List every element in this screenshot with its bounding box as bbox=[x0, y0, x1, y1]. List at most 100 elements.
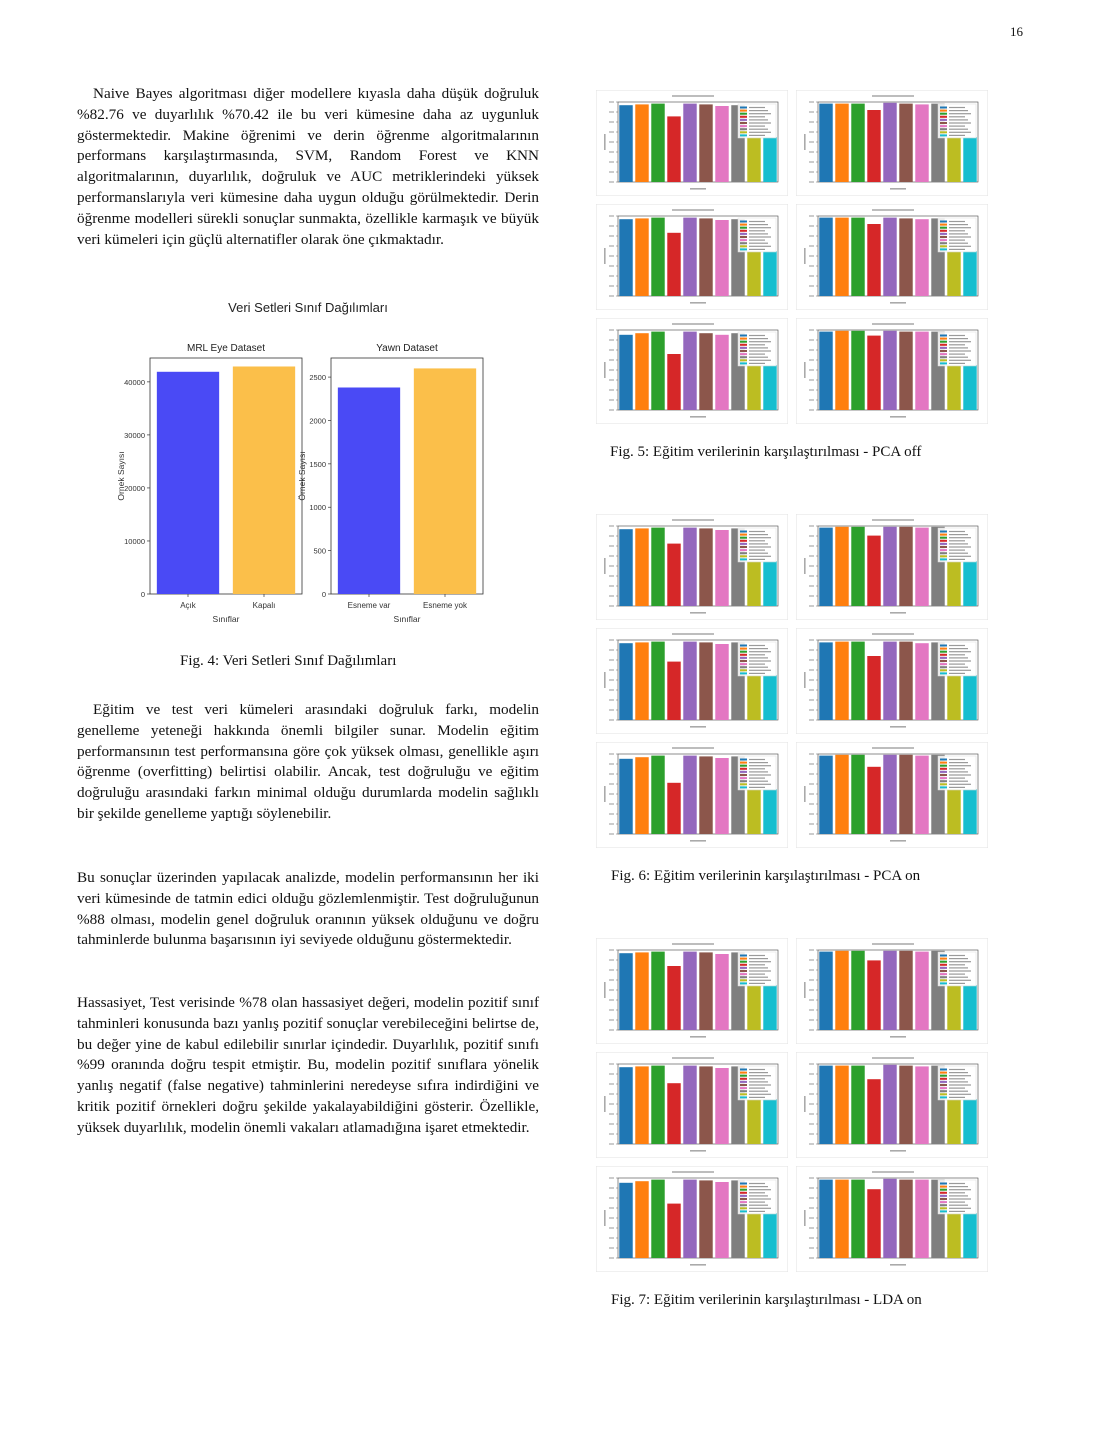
panel-ytick-label-mark bbox=[609, 575, 614, 577]
bar-7 bbox=[915, 331, 929, 410]
legend-label-mark bbox=[749, 1182, 765, 1185]
fig7-panel-1 bbox=[596, 938, 788, 1044]
legend-label-mark bbox=[749, 134, 765, 136]
bar-10 bbox=[763, 251, 777, 296]
bar-7 bbox=[715, 334, 729, 410]
fig5-panel-1 bbox=[596, 90, 788, 196]
panel-ytick-label-mark bbox=[609, 399, 614, 401]
legend-label-mark bbox=[949, 236, 971, 238]
panel-ylabel-mark bbox=[604, 558, 606, 574]
legend-label-mark bbox=[749, 1192, 765, 1194]
legend-swatch bbox=[940, 229, 947, 232]
legend-swatch bbox=[940, 669, 947, 672]
legend-swatch bbox=[740, 248, 747, 251]
panel-xlabel-mark bbox=[890, 840, 906, 842]
panel-ytick-label-mark bbox=[809, 689, 814, 691]
panel-ytick-label-mark bbox=[609, 669, 614, 671]
fig5-panel-6 bbox=[796, 318, 988, 424]
legend-swatch bbox=[940, 343, 947, 346]
legend-swatch bbox=[940, 536, 947, 539]
panel-ytick-label-mark bbox=[609, 1227, 614, 1229]
bar-4 bbox=[867, 1189, 881, 1258]
bar-10 bbox=[763, 789, 777, 834]
legend-label-mark bbox=[949, 774, 971, 776]
legend-label-mark bbox=[749, 657, 768, 659]
page-number: 16 bbox=[1010, 24, 1023, 39]
legend-label-mark bbox=[749, 356, 768, 358]
fig4-ylabel: Örnek Sayısı bbox=[118, 451, 126, 500]
legend-swatch bbox=[940, 970, 947, 972]
legend-swatch bbox=[940, 350, 947, 352]
bar-4 bbox=[667, 966, 681, 1030]
bar-4 bbox=[667, 232, 681, 296]
panel-ytick-label-mark bbox=[809, 803, 814, 805]
panel-ytick-label-mark bbox=[809, 949, 814, 951]
panel-title-mark bbox=[672, 209, 714, 211]
legend-swatch bbox=[740, 1185, 747, 1188]
legend-label-mark bbox=[949, 1204, 968, 1206]
bar-7 bbox=[915, 1066, 929, 1144]
panel-ytick-label-mark bbox=[609, 979, 614, 981]
panel-ytick-label-mark bbox=[609, 121, 614, 123]
legend-label-mark bbox=[949, 233, 968, 235]
legend-swatch bbox=[740, 663, 747, 666]
panel-ytick-label-mark bbox=[609, 275, 614, 277]
legend-label-mark bbox=[749, 558, 765, 560]
bar-1 bbox=[619, 1182, 633, 1258]
legend-label-mark bbox=[749, 543, 768, 545]
legend-label-mark bbox=[949, 549, 965, 551]
legend-label-mark bbox=[949, 350, 971, 352]
fig4-xlabel: Sınıflar bbox=[394, 614, 421, 624]
bar-6 bbox=[699, 528, 713, 606]
panel-ytick-label-mark bbox=[609, 525, 614, 527]
panel-ytick-label-mark bbox=[609, 111, 614, 113]
panel-ytick-label-mark bbox=[809, 793, 814, 795]
bar-4 bbox=[867, 335, 881, 410]
bar-9 bbox=[747, 251, 761, 296]
fig4-ylabel: Örnek Sayısı bbox=[297, 451, 307, 500]
bar-2 bbox=[635, 104, 649, 182]
legend-label-mark bbox=[749, 549, 765, 551]
legend-swatch bbox=[740, 1096, 747, 1099]
panel-ytick-label-mark bbox=[609, 545, 614, 547]
panel-ytick-label-mark bbox=[609, 605, 614, 607]
panel-ytick-label-mark bbox=[809, 555, 814, 557]
bar-3 bbox=[851, 1065, 865, 1144]
legend-label-mark bbox=[949, 555, 971, 557]
panel-ytick-label-mark bbox=[609, 949, 614, 951]
panel-ytick-label-mark bbox=[809, 161, 814, 163]
legend-label-mark bbox=[949, 786, 965, 788]
legend-label-mark bbox=[749, 958, 768, 960]
fig4-axes-frame bbox=[149, 357, 303, 595]
legend-swatch bbox=[740, 758, 747, 761]
panel-ytick-label-mark bbox=[609, 783, 614, 785]
legend-label-mark bbox=[949, 762, 968, 764]
panel-ytick-label-mark bbox=[809, 141, 814, 143]
legend-label-mark bbox=[749, 672, 765, 674]
legend-label-mark bbox=[749, 762, 768, 764]
legend-swatch bbox=[940, 239, 947, 242]
legend-swatch bbox=[940, 533, 947, 536]
legend-label-mark bbox=[749, 1087, 765, 1089]
panel-ytick-label-mark bbox=[809, 989, 814, 991]
legend-label-mark bbox=[749, 224, 768, 226]
bar-5 bbox=[683, 1065, 697, 1144]
legend-label-mark bbox=[949, 1078, 965, 1080]
legend-swatch bbox=[740, 1084, 747, 1086]
legend-swatch bbox=[740, 644, 747, 647]
legend-swatch bbox=[940, 542, 947, 545]
bar-1 bbox=[819, 642, 833, 720]
legend-label-mark bbox=[749, 362, 765, 364]
legend-swatch bbox=[740, 340, 747, 343]
panel-ytick-label-mark bbox=[609, 265, 614, 267]
legend-swatch bbox=[940, 966, 947, 969]
legend-label-mark bbox=[749, 248, 765, 250]
legend-label-mark bbox=[749, 651, 771, 653]
legend-label-mark bbox=[949, 1207, 971, 1209]
legend-swatch bbox=[940, 973, 947, 976]
legend-swatch bbox=[740, 647, 747, 650]
bar-7 bbox=[915, 219, 929, 296]
panel-ytick-label-mark bbox=[809, 1217, 814, 1219]
bar-4 bbox=[667, 354, 681, 410]
legend-swatch bbox=[740, 966, 747, 969]
